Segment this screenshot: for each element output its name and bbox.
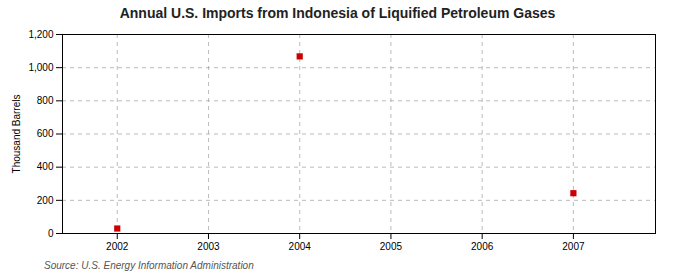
svg-text:2005: 2005 bbox=[380, 241, 403, 252]
svg-text:2002: 2002 bbox=[106, 241, 129, 252]
html-text:Source: U.S. Energy Informatio: Source: U.S. Energy Information Administ… bbox=[44, 260, 254, 271]
svg-text:2003: 2003 bbox=[197, 241, 220, 252]
html-text:Annual U.S. Imports from Indon: Annual U.S. Imports from Indonesia of Li… bbox=[119, 5, 556, 21]
svg-text:1,200: 1,200 bbox=[28, 29, 53, 40]
svg-text:600: 600 bbox=[37, 128, 54, 139]
svg-text:1,000: 1,000 bbox=[28, 62, 53, 73]
svg-text:Thousand Barrels: Thousand Barrels bbox=[11, 95, 22, 174]
svg-text:0: 0 bbox=[48, 228, 54, 239]
svg-text:2004: 2004 bbox=[289, 241, 312, 252]
svg-text:800: 800 bbox=[37, 95, 54, 106]
svg-text:400: 400 bbox=[37, 161, 54, 172]
svg-text:200: 200 bbox=[37, 195, 54, 206]
svg-text:2006: 2006 bbox=[471, 241, 494, 252]
svg-text:2007: 2007 bbox=[562, 241, 585, 252]
